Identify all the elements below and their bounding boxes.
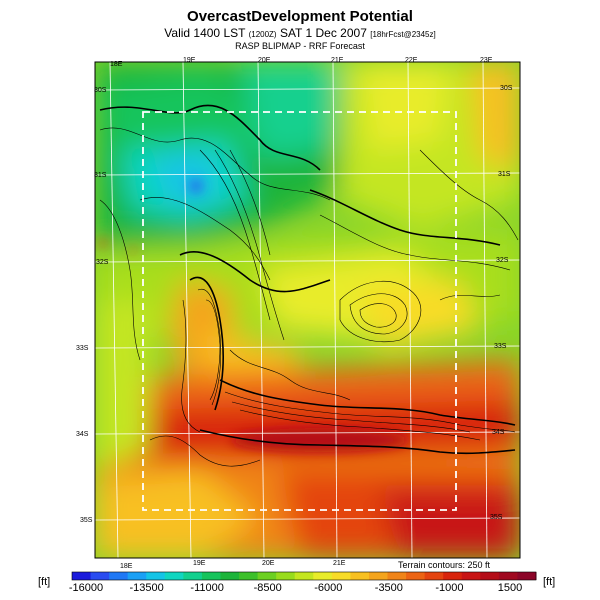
lon-label: 19E — [183, 57, 196, 64]
graticule — [95, 62, 520, 558]
terrain-contour-note: Terrain contours: 250 ft — [398, 560, 491, 570]
colorbar-tick-label: -6000 — [314, 582, 342, 594]
lat-label: 30S — [94, 87, 107, 94]
valid-date: SAT 1 Dec 2007 — [279, 26, 367, 40]
colorbar-tick-labels: -16000 -13500 -11000 -8500 -6000 -3500 -1000 15… — [69, 582, 522, 594]
lon-label: 20E — [258, 57, 271, 64]
lon-label: 23E — [480, 57, 493, 64]
colorbar-swatch — [517, 572, 537, 580]
lon-label: 20E — [262, 560, 275, 567]
lat-label: 35S — [80, 517, 93, 524]
lat-labels-left: 30S 31S 32S 33S 34S 35S — [76, 87, 109, 524]
lon-label: 18E — [120, 563, 133, 570]
colorbar-tick-label: -1000 — [435, 582, 463, 594]
lat-label: 32S — [496, 257, 509, 264]
lat-label: 34S — [492, 429, 505, 436]
colorbar-swatch — [406, 572, 426, 580]
lat-label: 30S — [500, 85, 513, 92]
valid-utc: (1200Z) — [248, 30, 277, 39]
lat-label: 33S — [494, 343, 507, 350]
colorbar-swatch — [350, 572, 370, 580]
lon-labels-bottom: 18E 19E 20E 21E — [120, 560, 346, 570]
colorbar-swatch — [146, 572, 166, 580]
colorbar-tick-label: -16000 — [69, 582, 103, 594]
colorbar-swatch — [164, 572, 184, 580]
colorbar-tick-label: 1500 — [498, 582, 522, 594]
colorbar-swatch — [276, 572, 296, 580]
valid-time-line: Valid 1400 LST (1200Z) SAT 1 Dec 2007 [1… — [0, 26, 600, 40]
colorbar-swatch — [127, 572, 147, 580]
colorbar — [71, 571, 537, 581]
colorbar-swatch — [480, 572, 500, 580]
colorbar-swatch — [313, 572, 333, 580]
colorbar-swatch — [201, 572, 221, 580]
colorbar-swatch — [387, 572, 407, 580]
lat-label: 34S — [76, 431, 89, 438]
terrain-contours — [99, 104, 519, 467]
colorbar-swatch — [72, 572, 92, 580]
lat-label: 31S — [94, 172, 107, 179]
colorbar-swatch — [109, 572, 129, 580]
lat-label: 32S — [96, 259, 109, 266]
map-title: OvercastDevelopment Potential — [187, 8, 413, 25]
colorbar-swatch — [498, 572, 518, 580]
colorbar-swatch — [461, 572, 481, 580]
lat-label: 35S — [490, 514, 503, 521]
colorbar-tick-label: -13500 — [129, 582, 163, 594]
lon-label: 19E — [193, 560, 206, 567]
plot-border — [94, 61, 521, 559]
colorbar-swatch — [90, 572, 110, 580]
inner-domain-outline — [142, 111, 457, 511]
lat-label: 33S — [76, 345, 89, 352]
colorbar-swatch — [220, 572, 240, 580]
lon-label: 22E — [405, 57, 418, 64]
colorbar-unit-right: [ft] — [543, 576, 555, 588]
colorbar-unit-left: [ft] — [38, 576, 50, 588]
colorbar-swatch — [294, 572, 314, 580]
colorbar-swatch — [183, 572, 203, 580]
lon-label: 18E — [110, 61, 123, 68]
valid-run: [18hrFcst@2345z] — [370, 30, 436, 39]
colorbar-swatch — [443, 572, 463, 580]
colorbar-swatch — [257, 572, 277, 580]
colorbar-tick-label: -11000 — [190, 582, 223, 594]
lat-labels-right: 30S 31S 32S 33S 34S 35S — [490, 85, 513, 521]
colorbar-swatch — [239, 572, 259, 580]
lon-labels-top: 18E 19E 20E 21E 22E 23E — [110, 57, 493, 68]
colorbar-tick-label: -8500 — [254, 582, 282, 594]
colorbar-outline — [71, 571, 537, 581]
valid-prefix: Valid 1400 LST — [164, 26, 246, 40]
map-subtitle: RASP BLIPMAP - RRF Forecast — [235, 41, 365, 51]
lon-label: 21E — [333, 560, 346, 567]
colorbar-swatch — [424, 572, 444, 580]
colorbar-swatch — [368, 572, 389, 580]
lon-label: 21E — [331, 57, 344, 64]
colorbar-swatch — [331, 572, 351, 580]
lat-label: 31S — [498, 171, 511, 178]
colorbar-tick-label: -3500 — [375, 582, 403, 594]
